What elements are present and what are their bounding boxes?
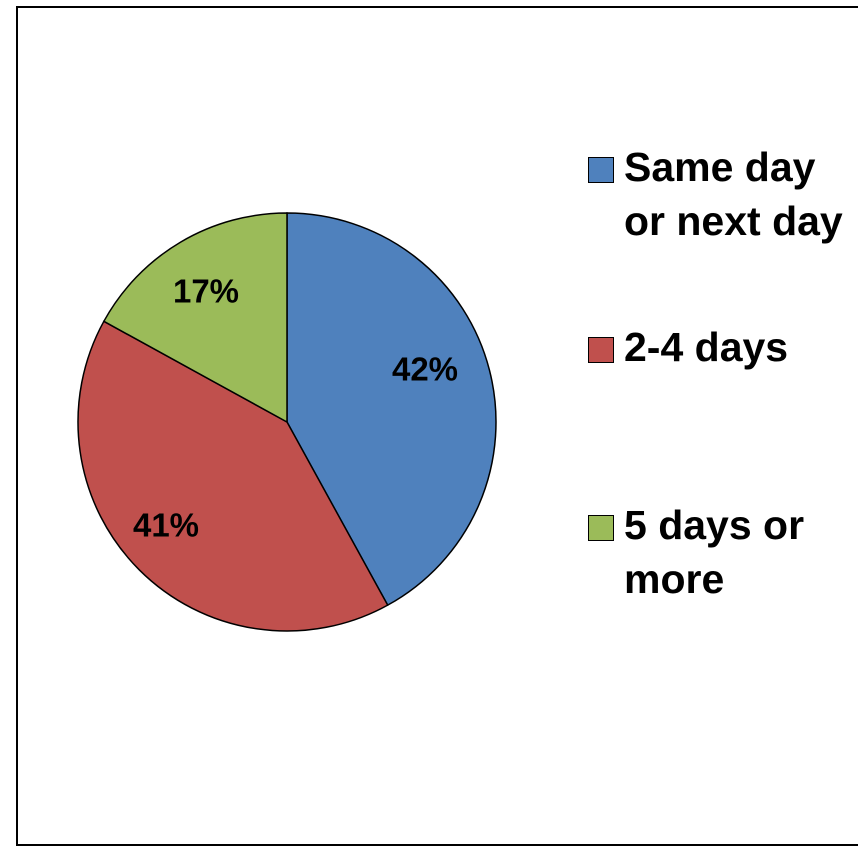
pie-slice-5-days xyxy=(102,212,288,424)
pie-slice-2-4-days xyxy=(77,320,389,632)
legend-label-5-days: 5 days or more xyxy=(624,502,805,602)
legend-item-5-days: 5 days or more xyxy=(588,498,853,606)
pie-slice-same-day xyxy=(286,212,497,607)
legend-swatch-same-day xyxy=(588,157,614,183)
legend-item-2-4-days: 2-4 days xyxy=(588,320,853,374)
legend-swatch-5-days xyxy=(588,515,614,541)
legend-label-2-4-days: 2-4 days xyxy=(624,324,789,370)
data-label-5-days: 17% xyxy=(173,273,239,310)
data-label-same-day: 42% xyxy=(392,351,458,388)
legend-label-same-day: Same day or next day xyxy=(624,144,843,244)
data-label-2-4-days: 41% xyxy=(133,507,199,544)
legend-swatch-2-4-days xyxy=(588,337,614,363)
legend-item-same-day: Same day or next day xyxy=(588,140,853,248)
